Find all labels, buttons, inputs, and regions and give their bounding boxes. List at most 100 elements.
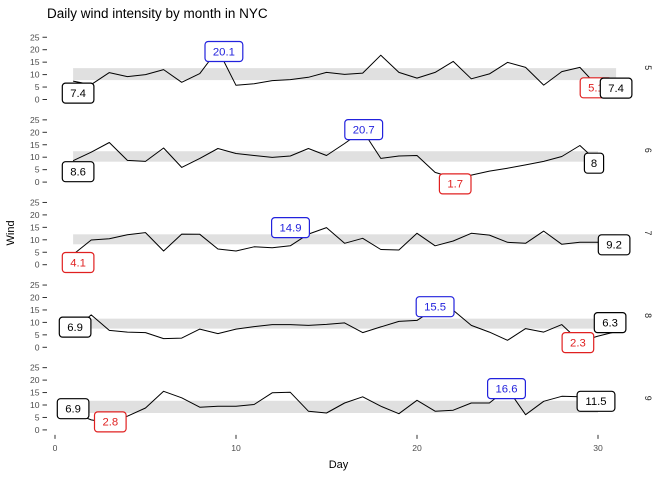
value-label-box [344,118,384,141]
y-tick-label: 25 [30,32,40,42]
value-label-box [593,312,627,334]
y-tick-label: 15 [30,222,40,232]
y-tick-label: 15 [30,388,40,398]
value-label-text: 6.9 [65,404,81,416]
y-tick-label: 15 [30,57,40,67]
y-tick-label: 5 [35,330,40,340]
wind-line [73,49,617,88]
y-tick-label: 15 [30,305,40,315]
value-label-text: 6.9 [67,322,83,334]
max-value-label: 16.6 [487,378,527,400]
value-label-text: 4.1 [70,257,86,269]
last-value-label: 11.5 [576,390,616,412]
value-label-box [93,411,127,433]
y-tick-label: 5 [35,247,40,257]
wind-line [72,308,617,343]
last-value-label: 9.2 [597,234,631,256]
facet-panel: 0 5 10 15 20 25 7 [30,197,653,269]
value-label-text: 20.7 [353,124,375,136]
y-tick-label: 5 [35,82,40,92]
value-label-text: 8 [591,158,597,170]
min-value-label: 1.7 [438,173,472,195]
y-tick-label: 10 [30,235,40,245]
value-label-text: 8.6 [70,167,86,179]
value-label-box [56,398,90,420]
x-tick-label: 30 [593,443,603,453]
y-tick-label: 0 [35,177,40,187]
y-tick-label: 20 [30,127,40,137]
value-label-box [61,251,95,274]
y-tick-label: 0 [35,260,40,270]
value-label-box [58,316,92,338]
x-tick-label: 20 [412,443,422,453]
value-label-text: 6.3 [602,317,618,329]
facet-strip-label: 7 [643,230,653,235]
mean-band [73,400,599,413]
value-label-text: 9.2 [606,240,622,252]
facet-strip-label: 6 [643,148,653,153]
min-value-label: 2.8 [93,411,127,433]
value-label-text: 2.3 [570,337,586,349]
value-label-text: 2.8 [102,417,118,429]
facet-strip-label: 5 [643,65,653,70]
value-label-box [61,82,95,104]
y-axis-title: Wind [5,220,17,245]
facet-strip-label: 9 [643,396,653,401]
y-tick-label: 20 [30,45,40,55]
value-label-box [487,378,527,400]
chart-title: Daily wind intensity by month in NYC [47,6,268,21]
value-label-box [438,173,472,195]
y-tick-label: 20 [30,293,40,303]
value-label-box [561,332,595,354]
max-value-label: 20.1 [204,40,244,63]
facet-strip-label: 8 [643,313,653,318]
y-tick-label: 25 [30,115,40,125]
value-label-text: 7.4 [70,88,86,100]
y-tick-label: 25 [30,197,40,207]
value-label-box [271,217,311,239]
value-label-text: 20.1 [213,46,235,58]
value-label-box [204,40,244,63]
mean-band [73,151,599,162]
value-label-text: 1.7 [447,179,463,191]
value-label-text: 7.4 [608,83,624,95]
y-tick-label: 5 [35,412,40,422]
y-tick-label: 10 [30,400,40,410]
value-label-box [599,77,633,99]
y-tick-label: 0 [35,425,40,435]
facet-panel: 0 5 10 15 20 25 8 [30,280,653,352]
last-value-label: 6.3 [593,312,627,334]
x-tick-label: 0 [53,443,58,453]
first-value-label: 6.9 [58,316,92,338]
wind-line [72,227,617,255]
min-value-label: 4.1 [61,251,95,274]
value-label-box [597,234,631,256]
y-tick-label: 10 [30,317,40,327]
y-tick-label: 25 [30,363,40,373]
first-value-label: 7.4 [61,82,95,104]
value-label-box [583,152,605,174]
value-label-box [415,296,455,318]
y-tick-label: 15 [30,140,40,150]
x-tick-label: 10 [231,443,241,453]
facet-panel: 0 5 10 15 20 25 6 [30,115,653,187]
last-value-label: 8 [583,152,605,174]
y-tick-label: 5 [35,165,40,175]
max-value-label: 20.7 [344,118,384,141]
value-label-box [576,390,616,412]
y-tick-label: 20 [30,210,40,220]
wind-line [72,130,599,179]
y-tick-label: 20 [30,375,40,385]
max-value-label: 14.9 [271,217,311,239]
min-value-label: 2.3 [561,332,595,354]
mean-band [73,234,617,245]
max-value-label: 15.5 [415,296,455,318]
y-tick-label: 10 [30,152,40,162]
facet-panel: 0 5 10 15 20 25 5 [30,32,653,104]
value-label-text: 14.9 [280,222,302,234]
y-tick-label: 0 [35,95,40,105]
mean-band [73,318,617,329]
y-tick-label: 10 [30,70,40,80]
